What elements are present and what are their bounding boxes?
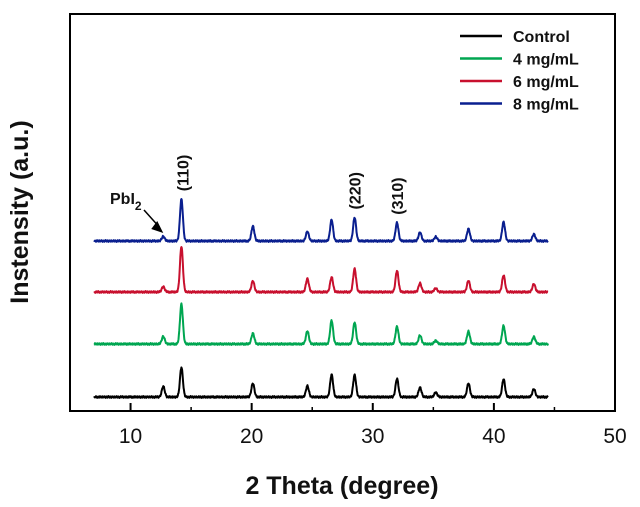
trace-6-mg-ml [93,246,549,294]
x-axis-title: 2 Theta (degree) [245,472,438,500]
plot-frame [69,13,616,412]
x-tick-label-10: 10 [119,425,142,448]
x-tick-label-20: 20 [240,425,263,448]
x-tick-label-50: 50 [603,425,626,448]
pbi2-label: PbI2 [110,191,142,213]
legend: Control 4 mg/mL 6 mg/mL 8 mg/mL [460,29,579,114]
trace-4-mg-ml [93,302,549,346]
trace-8-mg-ml [93,198,549,243]
x-axis-ticks: 10 20 30 40 50 [69,403,627,448]
x-tick-label-30: 30 [361,425,384,448]
legend-label: 4 mg/mL [513,52,579,69]
diffraction-traces [93,198,549,399]
y-axis-title: Instensity (a.u.) [6,120,34,303]
peak-label: (110) [176,155,193,191]
legend-label: Control [513,29,570,46]
peak-label: (220) [348,172,365,209]
peak-label: (310) [390,177,407,214]
legend-label: 8 mg/mL [513,97,579,114]
pbi2-arrow-head [151,221,164,233]
legend-label: 6 mg/mL [513,74,579,91]
x-tick-label-40: 40 [482,425,505,448]
pbi2-subscript: 2 [135,199,142,213]
trace-control [93,366,549,399]
peak-annotations: (110) (220) (310) PbI2 [110,155,407,233]
